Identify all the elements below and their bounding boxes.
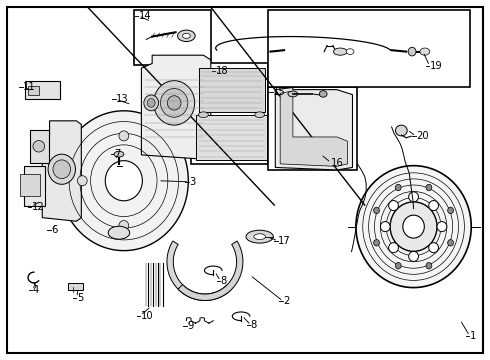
Ellipse shape bbox=[160, 89, 188, 117]
Text: 18: 18 bbox=[216, 66, 228, 76]
Text: 3: 3 bbox=[189, 177, 196, 187]
Text: 20: 20 bbox=[416, 131, 429, 141]
Polygon shape bbox=[196, 116, 267, 160]
Text: 5: 5 bbox=[77, 293, 83, 303]
Polygon shape bbox=[198, 68, 265, 112]
Ellipse shape bbox=[154, 81, 195, 125]
Text: 2: 2 bbox=[283, 296, 290, 306]
Polygon shape bbox=[30, 130, 49, 163]
Ellipse shape bbox=[420, 48, 430, 55]
Ellipse shape bbox=[108, 226, 130, 239]
Text: 11: 11 bbox=[23, 82, 36, 92]
Ellipse shape bbox=[119, 221, 129, 230]
Ellipse shape bbox=[48, 154, 75, 184]
Ellipse shape bbox=[390, 202, 437, 251]
Ellipse shape bbox=[448, 240, 454, 246]
Ellipse shape bbox=[380, 222, 390, 231]
Ellipse shape bbox=[346, 49, 354, 54]
Ellipse shape bbox=[288, 91, 298, 97]
Text: 6: 6 bbox=[51, 225, 57, 235]
Text: 15: 15 bbox=[273, 87, 286, 97]
Ellipse shape bbox=[409, 192, 418, 202]
Text: 8: 8 bbox=[251, 320, 257, 330]
Ellipse shape bbox=[448, 207, 454, 213]
Ellipse shape bbox=[395, 262, 401, 269]
Ellipse shape bbox=[119, 131, 129, 141]
Polygon shape bbox=[68, 283, 83, 291]
Ellipse shape bbox=[246, 230, 273, 243]
Text: 1: 1 bbox=[470, 331, 476, 341]
Ellipse shape bbox=[177, 30, 195, 41]
Ellipse shape bbox=[333, 48, 347, 55]
Ellipse shape bbox=[356, 166, 471, 288]
Ellipse shape bbox=[147, 99, 155, 107]
Ellipse shape bbox=[144, 95, 159, 111]
Ellipse shape bbox=[429, 201, 439, 211]
Ellipse shape bbox=[319, 91, 327, 97]
Ellipse shape bbox=[408, 47, 416, 56]
Text: 4: 4 bbox=[33, 285, 39, 296]
Ellipse shape bbox=[395, 184, 401, 191]
Ellipse shape bbox=[77, 176, 87, 186]
Ellipse shape bbox=[167, 96, 181, 110]
Bar bbox=[134, 10, 211, 65]
Ellipse shape bbox=[33, 140, 45, 152]
Ellipse shape bbox=[373, 207, 379, 213]
Ellipse shape bbox=[389, 243, 398, 253]
Bar bbox=[191, 63, 269, 164]
Polygon shape bbox=[142, 55, 211, 159]
Bar bbox=[269, 10, 470, 87]
Polygon shape bbox=[20, 174, 40, 196]
Text: 14: 14 bbox=[139, 11, 151, 21]
Ellipse shape bbox=[182, 33, 190, 39]
Polygon shape bbox=[275, 87, 352, 170]
Polygon shape bbox=[167, 241, 232, 301]
Polygon shape bbox=[24, 166, 45, 206]
Polygon shape bbox=[59, 111, 188, 251]
Ellipse shape bbox=[389, 201, 398, 211]
Text: 19: 19 bbox=[430, 61, 442, 71]
Text: 16: 16 bbox=[331, 158, 344, 168]
Text: 10: 10 bbox=[141, 311, 153, 320]
Ellipse shape bbox=[373, 240, 379, 246]
Bar bbox=[269, 87, 357, 170]
Ellipse shape bbox=[437, 222, 447, 231]
Text: 9: 9 bbox=[187, 321, 194, 330]
Ellipse shape bbox=[105, 161, 143, 201]
Ellipse shape bbox=[53, 160, 71, 179]
Text: 8: 8 bbox=[220, 276, 227, 286]
Ellipse shape bbox=[395, 125, 407, 136]
Polygon shape bbox=[178, 241, 243, 301]
Ellipse shape bbox=[198, 112, 208, 118]
Ellipse shape bbox=[426, 184, 432, 191]
Ellipse shape bbox=[429, 243, 439, 253]
Polygon shape bbox=[25, 81, 60, 99]
Polygon shape bbox=[27, 86, 39, 95]
Polygon shape bbox=[42, 121, 81, 221]
Text: 12: 12 bbox=[31, 202, 44, 212]
Ellipse shape bbox=[403, 215, 424, 238]
Ellipse shape bbox=[254, 234, 266, 239]
Text: 7: 7 bbox=[115, 149, 121, 159]
Text: 17: 17 bbox=[278, 236, 291, 246]
Ellipse shape bbox=[426, 262, 432, 269]
Ellipse shape bbox=[409, 251, 418, 261]
Ellipse shape bbox=[255, 112, 265, 118]
Ellipse shape bbox=[114, 151, 124, 157]
Polygon shape bbox=[280, 91, 347, 166]
Text: 13: 13 bbox=[116, 94, 129, 104]
